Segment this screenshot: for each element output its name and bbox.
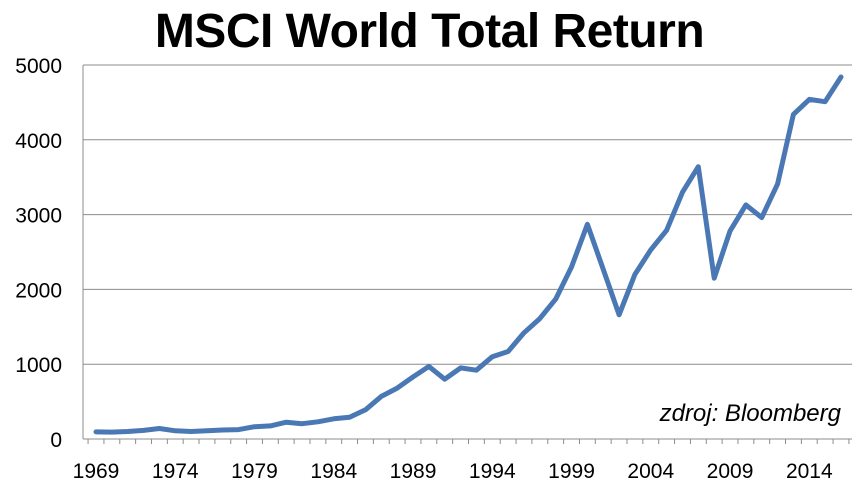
x-tick-label: 1999: [548, 460, 595, 483]
y-tick-label: 5000: [15, 55, 62, 78]
chart-title: MSCI World Total Return: [154, 5, 705, 58]
x-tick-label: 2009: [707, 460, 754, 483]
x-tick-label: 1984: [310, 460, 357, 483]
x-tick-label: 1994: [469, 460, 516, 483]
y-tick-label: 0: [50, 429, 62, 452]
x-tick-label: 1979: [231, 460, 278, 483]
x-tick-label: 1969: [73, 460, 120, 483]
x-tick-label: 1989: [390, 460, 437, 483]
x-tick-label: 2004: [627, 460, 674, 483]
source-note: zdroj: Bloomberg: [659, 400, 842, 427]
series-line: [93, 74, 844, 435]
x-tick-label: 2014: [786, 460, 833, 483]
y-tick-label: 4000: [15, 130, 62, 153]
y-tick-label: 1000: [15, 354, 62, 377]
x-tick-label: 1974: [152, 460, 199, 483]
y-tick-label: 3000: [15, 205, 62, 228]
y-tick-label: 2000: [15, 279, 62, 302]
